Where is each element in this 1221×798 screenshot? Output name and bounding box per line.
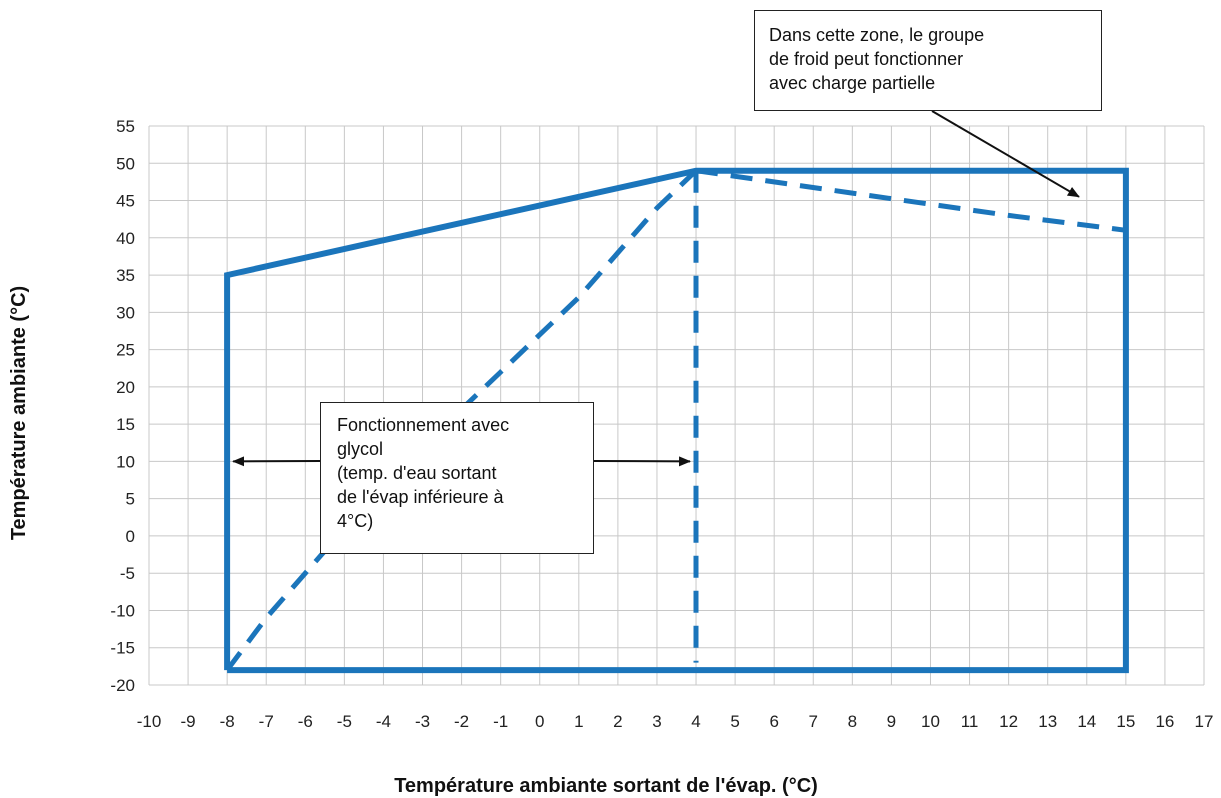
x-tick-label: 7 (809, 712, 818, 731)
x-tick-label: 17 (1195, 712, 1214, 731)
x-tick-label: 10 (921, 712, 940, 731)
y-axis-title: Température ambiante (°C) (8, 286, 30, 540)
y-tick-label: 55 (116, 117, 135, 136)
annotation-line: (temp. d'eau sortant (337, 463, 497, 483)
x-tick-label: 3 (652, 712, 661, 731)
annotation-line: de l'évap inférieure à (337, 487, 504, 507)
x-tick-label: -7 (259, 712, 274, 731)
annotation-line: Dans cette zone, le groupe (769, 25, 985, 45)
annotation-line: Fonctionnement avec (337, 415, 510, 435)
y-tick-label: -5 (120, 564, 135, 583)
x-tick-label: -3 (415, 712, 430, 731)
x-tick-label: -1 (493, 712, 508, 731)
x-tick-label: -10 (137, 712, 162, 731)
annotation-line: avec charge partielle (769, 73, 936, 93)
y-tick-label: 35 (116, 266, 135, 285)
y-tick-label: 10 (116, 452, 135, 471)
y-tick-label: -15 (110, 639, 135, 658)
x-tick-label: 6 (769, 712, 778, 731)
annotation-arrow (931, 110, 1080, 198)
gridlines (148, 125, 1205, 686)
y-tick-label: 45 (116, 192, 135, 211)
y-tick-label: -20 (110, 676, 135, 695)
envelope-series-line (224, 167, 1129, 674)
x-axis-title: Température ambiante sortant de l'évap. … (394, 775, 818, 797)
annotation-glycol: Fonctionnement avec glycol (temp. d'eau … (320, 402, 594, 554)
y-tick-label: 30 (116, 303, 135, 322)
x-tick-label: -2 (454, 712, 469, 731)
x-tick-labels: -10 -9 -8 -7 -6 -5 -4 -3 -2 -1 0 1 2 3 4 5 6 7 8 9 10 11 12 13 1… (137, 712, 1214, 731)
x-tick-label: -8 (220, 712, 235, 731)
x-tick-label: -9 (181, 712, 196, 731)
x-tick-label: -5 (337, 712, 352, 731)
x-tick-label: 11 (961, 712, 979, 731)
x-tick-label: 15 (1116, 712, 1135, 731)
x-tick-label: 12 (999, 712, 1018, 731)
x-tick-label: 0 (535, 712, 544, 731)
annotation-line: glycol (337, 439, 384, 459)
annotation-line: de froid peut fonctionner (769, 49, 964, 69)
x-tick-label: 1 (574, 712, 583, 731)
y-tick-label: 20 (116, 378, 135, 397)
y-tick-label: 40 (116, 229, 135, 248)
y-tick-label: -10 (110, 601, 135, 620)
y-tick-label: 50 (116, 154, 135, 173)
x-tick-label: 2 (613, 712, 622, 731)
x-tick-label: 16 (1155, 712, 1174, 731)
annotation-line: 4°C) (337, 511, 374, 531)
dashed-series-line (695, 168, 1127, 233)
x-tick-label: -4 (376, 712, 391, 731)
y-tick-label: 0 (126, 527, 135, 546)
y-tick-label: 15 (116, 415, 135, 434)
annotation-partial-load: Dans cette zone, le groupe de froid peut… (754, 10, 1102, 111)
y-tick-label: 25 (116, 341, 135, 360)
x-tick-label: 9 (887, 712, 896, 731)
x-tick-label: 8 (848, 712, 857, 731)
x-tick-label: 5 (730, 712, 739, 731)
x-tick-label: 14 (1077, 712, 1096, 731)
x-tick-label: 4 (691, 712, 700, 731)
y-tick-label: 5 (126, 490, 135, 509)
x-tick-label: -6 (298, 712, 313, 731)
annotation-arrows (232, 110, 1080, 467)
x-tick-label: 13 (1038, 712, 1057, 731)
